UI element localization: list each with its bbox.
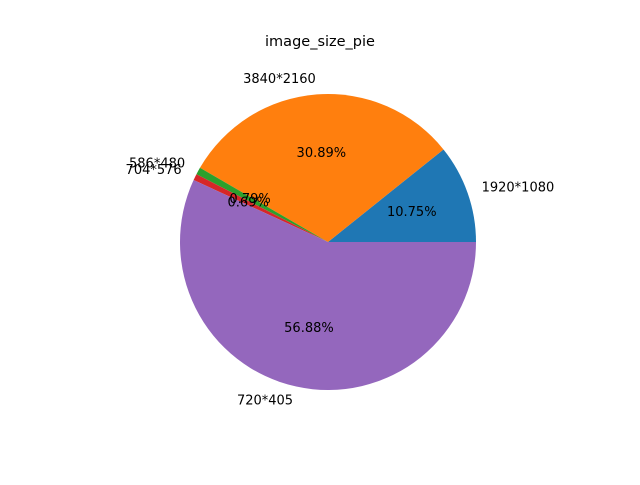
pie-slice-1920*1080 xyxy=(328,149,476,242)
slice-label-1920*1080: 1920*1080 xyxy=(482,181,555,196)
pie-slice-3840*2160 xyxy=(199,93,444,242)
slice-label-704*576: 704*576 xyxy=(126,163,182,178)
chart-title: image_size_pie xyxy=(265,34,375,50)
slice-percent-1920*1080: 10.75% xyxy=(387,205,437,220)
slice-percent-704*576: 0.69% xyxy=(228,196,269,211)
pie-wedges xyxy=(180,93,476,390)
slice-label-720*405: 720*405 xyxy=(237,394,293,409)
slice-percent-720*405: 56.88% xyxy=(284,321,334,336)
slice-label-3840*2160: 3840*2160 xyxy=(243,72,316,87)
slice-percent-586*480: 0.79% xyxy=(229,192,270,207)
pie-slice-586*480 xyxy=(196,167,328,242)
slice-percent-3840*2160: 30.89% xyxy=(297,146,347,161)
pie-slice-704*576 xyxy=(193,174,328,242)
slice-label-586*480: 586*480 xyxy=(129,156,185,171)
pie-labels: 1920*1080 10.75% 3840*2160 30.89% 586*480 0.7… xyxy=(126,72,555,408)
pie-slice-720*405 xyxy=(180,179,476,390)
